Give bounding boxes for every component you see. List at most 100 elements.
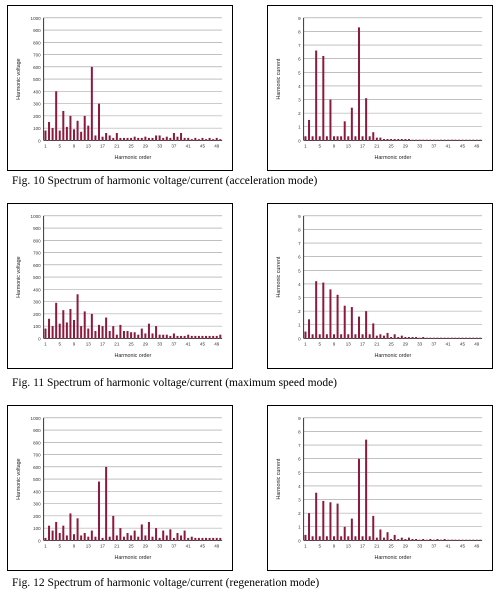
- x-tick-label: 49: [474, 143, 480, 148]
- x-tick-label: 25: [129, 143, 135, 148]
- bar-h37: [432, 139, 435, 141]
- x-tick-label: 9: [73, 143, 76, 148]
- y-tick-label: 1000: [31, 214, 42, 219]
- bar-h29: [144, 333, 147, 339]
- bar-h22: [379, 137, 382, 141]
- bar-h42: [450, 539, 453, 541]
- bar-h21: [375, 335, 378, 339]
- bar-h22: [379, 529, 382, 541]
- bar-h29: [144, 535, 147, 541]
- y-tick-label: 100: [33, 126, 41, 131]
- bar-h22: [119, 137, 122, 141]
- bar-h27: [137, 334, 140, 339]
- y-tick-label: 8: [298, 29, 301, 34]
- bar-h10: [76, 294, 79, 339]
- y-tick-label: 300: [33, 300, 41, 305]
- bar-h46: [205, 335, 208, 339]
- bar-h17: [101, 537, 104, 541]
- bar-h33: [158, 135, 161, 141]
- bar-h48: [472, 139, 475, 141]
- y-tick-label: 2: [298, 309, 301, 314]
- bar-h21: [115, 334, 118, 339]
- bar-h21: [115, 133, 118, 141]
- bar-h13: [347, 334, 350, 339]
- bar-h28: [140, 137, 143, 141]
- x-tick-label: 29: [403, 143, 409, 148]
- bar-h8: [329, 289, 332, 339]
- x-tick-label: 5: [318, 143, 321, 148]
- bar-h43: [454, 539, 457, 541]
- bar-h29: [404, 539, 407, 541]
- bar-h15: [94, 536, 97, 541]
- bar-h44: [457, 337, 460, 339]
- x-tick-label: 41: [186, 543, 192, 548]
- bar-h33: [418, 539, 421, 541]
- bar-h30: [407, 337, 410, 339]
- bar-h23: [122, 331, 125, 339]
- figure-caption-11: Fig. 11 Spectrum of harmonic voltage/cur…: [12, 377, 338, 389]
- bar-h8: [69, 115, 72, 141]
- bar-h19: [368, 334, 371, 339]
- bar-h11: [340, 136, 343, 141]
- y-tick-label: 500: [33, 477, 41, 482]
- bar-h19: [368, 136, 371, 141]
- x-tick-label: 41: [446, 143, 452, 148]
- y-tick-label: 300: [33, 102, 41, 107]
- bar-h40: [443, 539, 446, 541]
- y-tick-label: 3: [298, 498, 301, 503]
- y-tick-label: 8: [298, 429, 301, 434]
- bar-h1: [44, 130, 47, 141]
- x-axis-label: Harmonic order: [114, 155, 151, 161]
- y-tick-label: 600: [33, 65, 41, 70]
- y-tick-label: 0: [298, 138, 301, 143]
- x-tick-label: 13: [86, 543, 92, 548]
- bar-h6: [62, 310, 65, 339]
- bar-h5: [318, 136, 321, 141]
- bar-h5: [58, 533, 61, 541]
- x-tick-label: 29: [143, 543, 149, 548]
- bar-h35: [425, 539, 428, 541]
- bar-h11: [80, 535, 83, 541]
- x-tick-label: 37: [431, 543, 437, 548]
- bar-h24: [126, 137, 129, 141]
- x-tick-label: 13: [86, 143, 92, 148]
- bar-h15: [94, 135, 97, 141]
- harmonic-voltage-chart-acceleration: 0 100 200 300 400 500 600 700 800 900 1000 1 5 9 13 17 2…: [16, 16, 223, 161]
- x-tick-label: 13: [346, 341, 352, 346]
- bar-h10: [336, 503, 339, 541]
- bar-h40: [443, 139, 446, 141]
- y-tick-label: 0: [38, 336, 41, 341]
- bar-h6: [62, 110, 65, 141]
- y-tick-label: 9: [298, 16, 301, 21]
- bar-h16: [357, 27, 360, 141]
- bar-h11: [340, 334, 343, 339]
- bar-h22: [379, 334, 382, 339]
- bar-h42: [190, 536, 193, 541]
- bar-h23: [382, 335, 385, 339]
- y-tick-label: 400: [33, 287, 41, 292]
- bar-h20: [112, 137, 115, 141]
- x-tick-label: 1: [304, 341, 307, 346]
- bar-h26: [133, 530, 136, 541]
- y-tick-label: 7: [298, 241, 301, 246]
- bar-h29: [404, 337, 407, 339]
- y-tick-label: 100: [33, 324, 41, 329]
- bar-h9: [333, 136, 336, 141]
- bar-h39: [180, 133, 183, 141]
- bar-h3: [311, 136, 314, 141]
- bar-h43: [454, 139, 457, 141]
- bar-h11: [80, 326, 83, 339]
- bar-h47: [468, 139, 471, 141]
- x-axis-label: Harmonic order: [374, 555, 411, 561]
- bar-h43: [454, 337, 457, 339]
- bar-h48: [472, 337, 475, 339]
- bar-h4: [55, 521, 58, 541]
- bar-h45: [461, 337, 464, 339]
- x-tick-label: 1: [44, 143, 47, 148]
- bar-h43: [194, 537, 197, 541]
- bar-h16: [97, 324, 100, 339]
- bar-h40: [443, 337, 446, 339]
- bar-h12: [343, 121, 346, 141]
- bar-h36: [169, 335, 172, 339]
